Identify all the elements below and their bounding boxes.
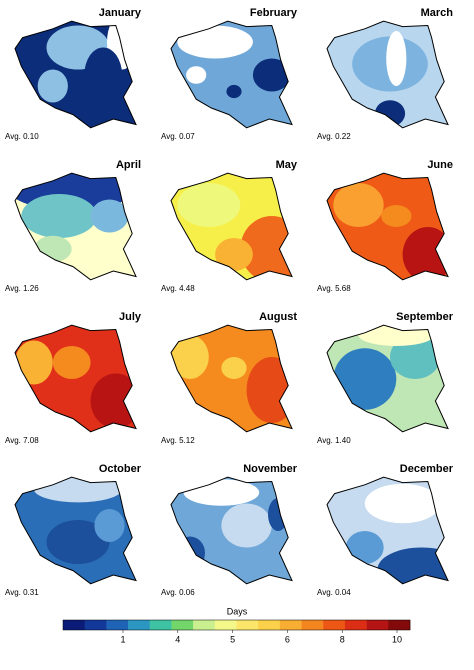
country-outline (14, 476, 137, 585)
map-fill (327, 173, 448, 280)
map-panel: January Avg. 0.10 (5, 7, 142, 141)
colorbar-swatch (236, 620, 259, 630)
country-outline (326, 20, 449, 129)
colorbar-tick-label: 5 (230, 634, 235, 644)
map-fill (327, 477, 448, 584)
colorbar-tick-label: 10 (392, 634, 402, 644)
map-fill (15, 21, 136, 128)
map-panel: June Avg. 5.68 (317, 159, 453, 293)
panel-average: Avg. 0.31 (5, 588, 39, 597)
colorbar-swatch (171, 620, 194, 630)
map-panel: December Avg. 0.04 (317, 463, 454, 597)
panel-average: Avg. 0.10 (5, 132, 39, 141)
panels: January Avg. 0.10 February Avg. 0.07 March Av… (5, 7, 454, 597)
panel-average: Avg. 0.04 (317, 588, 351, 597)
map-fill (171, 21, 292, 128)
country-outline (170, 476, 293, 585)
map-fill (327, 325, 448, 432)
colorbar-swatch (128, 620, 151, 630)
colorbar-frame (62, 619, 411, 631)
panel-title: January (99, 7, 142, 19)
map-panel: July Avg. 7.08 (5, 311, 142, 445)
colorbar-swatch (193, 620, 216, 630)
panel-title: December (400, 463, 454, 475)
colorbar-swatch (279, 620, 302, 630)
panel-average: Avg. 5.12 (161, 436, 195, 445)
country-outline (170, 20, 293, 129)
panel-average: Avg. 1.40 (317, 436, 351, 445)
map-fill (327, 21, 448, 128)
map-panel: March Avg. 0.22 (317, 7, 453, 141)
panel-average: Avg. 0.22 (317, 132, 351, 141)
map-panel: August Avg. 5.12 (161, 311, 297, 445)
panel-average: Avg. 4.48 (161, 284, 195, 293)
map-panel: April Avg. 1.26 (5, 159, 141, 293)
country-outline (170, 172, 293, 281)
map-panel: September Avg. 1.40 (317, 311, 454, 445)
colorbar-swatch (149, 620, 172, 630)
colorbar: 1 4 5 6 8 10 (62, 619, 411, 644)
map-panel: May Avg. 4.48 (161, 159, 298, 293)
panel-average: Avg. 7.08 (5, 436, 39, 445)
country-outline (326, 172, 449, 281)
colorbar-swatch (106, 620, 129, 630)
panel-title: June (427, 159, 453, 171)
colorbar-swatch (344, 620, 367, 630)
panel-title: February (250, 7, 298, 19)
country-outline (14, 324, 137, 433)
panel-average: Avg. 1.26 (5, 284, 39, 293)
country-outline (326, 476, 449, 585)
colorbar-tick-label: 4 (175, 634, 180, 644)
country-outline (14, 20, 137, 129)
colorbar-tick-label: 6 (285, 634, 290, 644)
country-outline (170, 324, 293, 433)
colorbar-swatch (323, 620, 346, 630)
panel-title: November (243, 463, 298, 475)
country-outline (326, 324, 449, 433)
colorbar-swatch (63, 620, 85, 630)
map-fill (171, 173, 292, 280)
colorbar-swatch (84, 620, 107, 630)
map-panel: October Avg. 0.31 (5, 463, 142, 597)
panel-title: April (116, 159, 141, 171)
colorbar-tick-label: 1 (120, 634, 125, 644)
map-fill (15, 477, 136, 584)
panel-title: May (276, 159, 298, 171)
panel-title: July (119, 311, 142, 323)
map-fill (171, 325, 292, 432)
colorbar-tick-label: 8 (340, 634, 345, 644)
panel-average: Avg. 0.07 (161, 132, 195, 141)
map-panel: November Avg. 0.06 (161, 463, 298, 597)
panel-average: Avg. 0.06 (161, 588, 195, 597)
panel-title: March (421, 7, 454, 19)
colorbar-swatch (366, 620, 389, 630)
panel-title: October (99, 463, 142, 475)
colorbar-swatch (301, 620, 324, 630)
colorbar-title: Days (227, 606, 248, 616)
map-fill (171, 477, 292, 584)
map-fill (15, 173, 136, 280)
country-outline (14, 172, 137, 281)
panel-title: September (396, 311, 454, 323)
panel-title: August (259, 311, 297, 323)
map-fill (15, 325, 136, 432)
colorbar-swatch (214, 620, 237, 630)
panel-average: Avg. 5.68 (317, 284, 351, 293)
map-panel: February Avg. 0.07 (161, 7, 298, 141)
colorbar-swatch (388, 620, 411, 630)
colorbar-swatch (258, 620, 281, 630)
